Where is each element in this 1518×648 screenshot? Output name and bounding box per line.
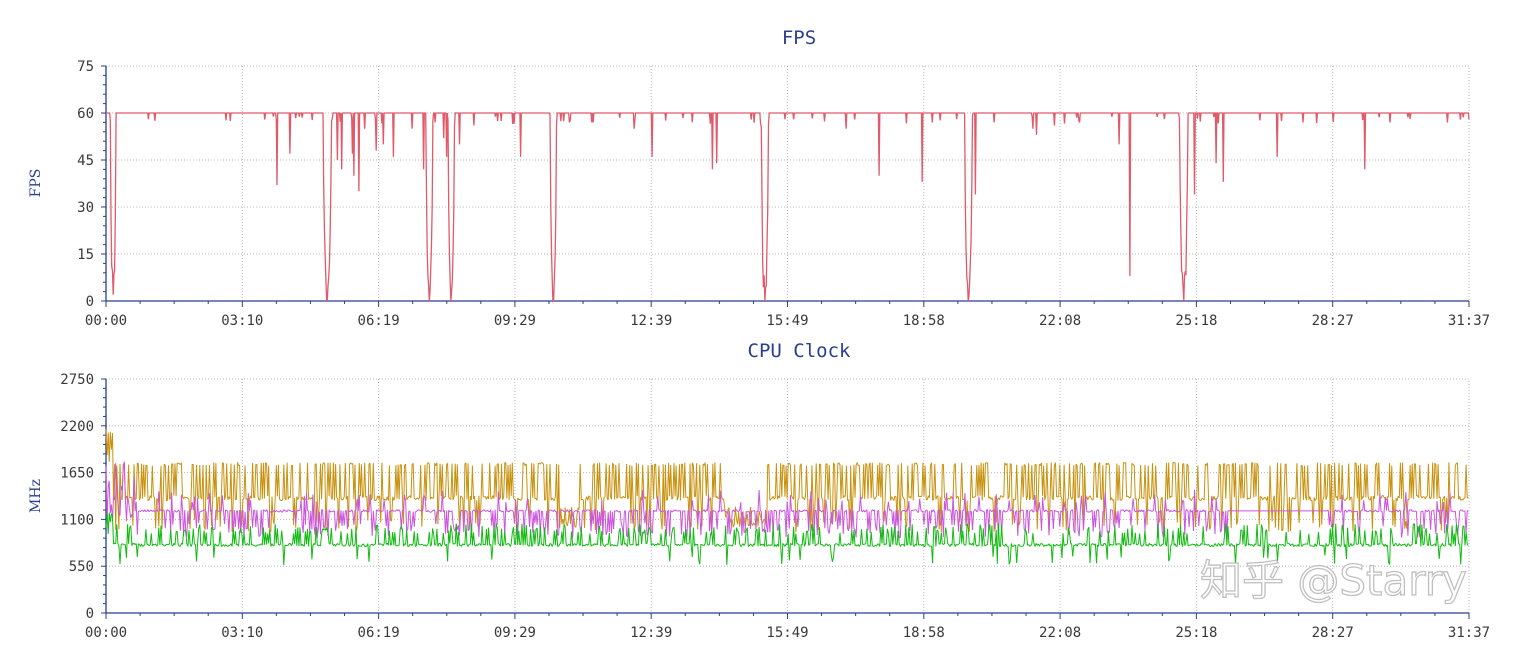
cpu-y-tick-label: 1650 <box>60 466 94 482</box>
fps-grid <box>105 65 1470 302</box>
fps-line <box>106 112 1470 303</box>
cpu-series-line-2 <box>105 461 1469 539</box>
fps-x-tick-labels: 00:00 03:10 06:19 09:29 12:39 15:49 18:58 22:08… <box>85 313 1490 329</box>
fps-x-tick-label: 06:19 <box>358 313 400 329</box>
fps-x-tick-label: 15:49 <box>766 313 808 329</box>
fps-chart: FPS FPS 0 15 30 45 60 75 00:00 03:10 06:19 09:29… <box>28 27 1490 329</box>
cpu-x-tick-label: 18:58 <box>903 625 945 641</box>
fps-x-tick-label: 25:18 <box>1175 313 1217 329</box>
cpu-y-tick-label: 550 <box>69 559 94 575</box>
fps-x-tick-label: 22:08 <box>1039 313 1081 329</box>
fps-x-tick-label: 28:27 <box>1312 313 1354 329</box>
cpu-clock-chart: CPU Clock MHz 0 550 1100 1650 2200 2750 00:00… <box>28 340 1490 641</box>
fps-y-tick-labels: 0 15 30 45 60 75 <box>77 59 94 310</box>
cpu-x-tick-label: 28:27 <box>1312 625 1354 641</box>
cpu-y-tick-label: 0 <box>86 606 94 622</box>
cpu-y-axis-label: MHz <box>28 479 44 513</box>
cpu-x-tick-label: 09:29 <box>494 625 536 641</box>
watermark-text: 知乎 @Starry <box>1200 556 1467 605</box>
cpu-x-tick-label: 06:19 <box>358 625 400 641</box>
fps-x-tick-label: 00:00 <box>85 313 127 329</box>
cpu-x-tick-labels: 00:00 03:10 06:19 09:29 12:39 15:49 18:58 22:08… <box>85 625 1490 641</box>
cpu-x-tick-label: 22:08 <box>1039 625 1081 641</box>
cpu-y-tick-label: 1100 <box>60 512 94 528</box>
fps-y-axis-label: FPS <box>28 169 44 198</box>
fps-x-tick-label: 31:37 <box>1448 313 1490 329</box>
cpu-y-tick-labels: 0 550 1100 1650 2200 2750 <box>60 372 94 622</box>
cpu-x-tick-label: 00:00 <box>85 625 127 641</box>
fps-y-tick-label: 30 <box>77 200 94 216</box>
cpu-x-tick-label: 31:37 <box>1448 625 1490 641</box>
cpu-y-tick-label: 2750 <box>60 372 94 388</box>
cpu-axes <box>101 378 1470 619</box>
cpu-x-tick-label: 25:18 <box>1175 625 1217 641</box>
cpu-x-tick-label: 15:49 <box>766 625 808 641</box>
cpu-series <box>105 429 1469 566</box>
fps-y-tick-label: 60 <box>77 106 94 122</box>
cpu-chart-title: CPU Clock <box>748 340 852 362</box>
fps-y-tick-label: 15 <box>77 247 94 263</box>
fps-x-tick-label: 12:39 <box>630 313 672 329</box>
fps-x-tick-label: 03:10 <box>221 313 263 329</box>
cpu-series-line-1 <box>105 429 1469 533</box>
fps-y-tick-label: 45 <box>77 153 94 169</box>
fps-x-tick-label: 18:58 <box>903 313 945 329</box>
fps-chart-title: FPS <box>782 27 816 49</box>
cpu-series-line-3 <box>105 512 1469 566</box>
cpu-x-tick-label: 12:39 <box>630 625 672 641</box>
fps-y-tick-label: 75 <box>77 59 94 75</box>
fps-y-tick-label: 0 <box>86 294 94 310</box>
fps-axes <box>101 65 1470 307</box>
cpu-x-tick-label: 03:10 <box>221 625 263 641</box>
fps-x-tick-label: 09:29 <box>494 313 536 329</box>
cpu-y-tick-label: 2200 <box>60 419 94 435</box>
fps-series <box>106 112 1470 303</box>
